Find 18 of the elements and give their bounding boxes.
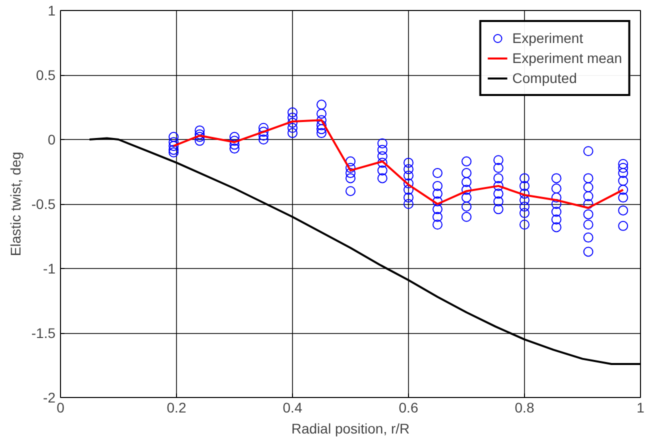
y-tick-label: -0.5 [31, 196, 56, 212]
y-tick-label: -1 [43, 260, 56, 276]
x-tick-label: 0.8 [514, 400, 534, 416]
legend-label: Experiment [512, 30, 584, 46]
y-tick-label: 0.5 [36, 67, 56, 83]
x-tick-label: 0.6 [398, 400, 418, 416]
x-axis-title: Radial position, r/R [291, 420, 410, 436]
y-tick-label: 0 [48, 132, 56, 148]
line-series [172, 119, 624, 209]
legend-label: Computed [512, 70, 577, 86]
y-tick-label: 1 [48, 2, 56, 18]
x-tick-label: 1 [636, 400, 645, 416]
y-axis-title: Elastic twist, deg [7, 152, 24, 256]
y-tick-label: -1.5 [31, 325, 56, 341]
x-tick-label: 0.4 [282, 400, 302, 416]
x-tick-label: 0.2 [166, 400, 186, 416]
legend-label: Experiment mean [512, 50, 622, 66]
y-tick-label: -2 [43, 390, 56, 406]
